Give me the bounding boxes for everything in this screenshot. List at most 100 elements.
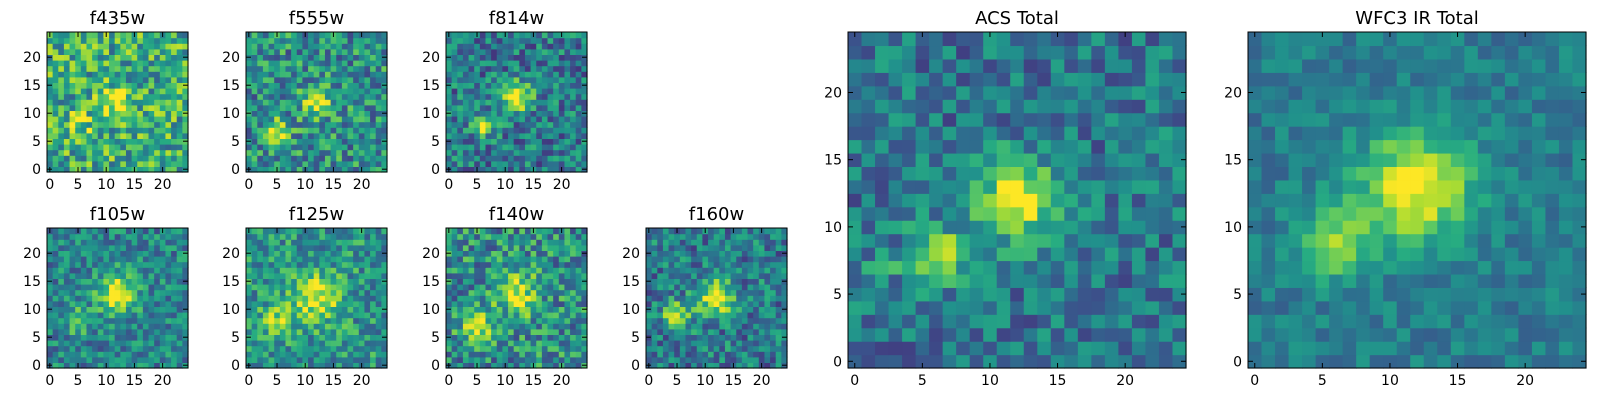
heatmap-cell <box>330 43 337 50</box>
heatmap-cell <box>724 312 732 319</box>
heatmap-cell <box>182 244 189 251</box>
heatmap-cell <box>558 278 566 285</box>
heatmap-cell <box>75 65 82 72</box>
heatmap-cell <box>330 138 337 145</box>
heatmap-cell <box>708 334 715 341</box>
heatmap-cell <box>553 160 560 167</box>
heatmap-cell <box>513 32 520 39</box>
heatmap-cell <box>75 250 82 257</box>
x-tick-label: 15 <box>325 177 343 193</box>
heatmap-cell <box>553 289 560 296</box>
heatmap-cell <box>547 71 554 78</box>
heatmap-cell <box>274 104 281 111</box>
heatmap-cell <box>541 76 549 83</box>
heatmap-cell <box>285 239 292 246</box>
heatmap-cell <box>109 88 116 95</box>
heatmap-cell <box>370 48 377 55</box>
heatmap-cell <box>888 341 903 356</box>
heatmap-cell <box>564 48 571 55</box>
heatmap-cell <box>302 250 309 257</box>
heatmap-cell <box>730 340 737 347</box>
heatmap-cell <box>182 267 189 274</box>
heatmap-cell <box>770 244 777 251</box>
heatmap-cell <box>983 179 998 194</box>
heatmap-cell <box>736 351 743 358</box>
heatmap-cell <box>182 295 189 302</box>
heatmap-cell <box>80 312 88 319</box>
heatmap-cell <box>137 256 144 263</box>
heatmap-cell <box>1023 220 1038 235</box>
heatmap-cell <box>347 233 354 240</box>
heatmap-cell <box>330 323 337 330</box>
heatmap-cell <box>381 295 388 302</box>
heatmap-cell <box>646 256 653 263</box>
heatmap-cell <box>165 312 172 319</box>
heatmap-cell <box>508 82 515 89</box>
heatmap-cell <box>451 71 458 78</box>
heatmap-cell <box>86 138 93 145</box>
heatmap-cell <box>47 267 54 274</box>
heatmap-cell <box>75 345 82 352</box>
heatmap-cell <box>336 132 343 139</box>
heatmap-cell <box>1118 341 1133 356</box>
heatmap-cell <box>114 228 121 235</box>
heatmap-cell <box>713 284 720 291</box>
heatmap-cell <box>171 48 178 55</box>
heatmap-cell <box>114 356 121 363</box>
heatmap-cell <box>564 328 571 335</box>
heatmap-cell <box>176 43 183 50</box>
heatmap-cell <box>564 160 571 167</box>
heatmap-cell <box>358 88 366 95</box>
heatmap-cell <box>137 65 144 72</box>
heatmap-cell <box>553 278 560 285</box>
heatmap-cell <box>942 220 957 235</box>
heatmap-cell <box>679 306 687 313</box>
heatmap-cell <box>330 76 337 83</box>
heatmap-cell <box>381 261 388 268</box>
heatmap-cell <box>530 104 537 111</box>
heatmap-cell <box>530 37 537 44</box>
heatmap-cell <box>313 323 320 330</box>
heatmap-cell <box>524 362 532 369</box>
heatmap-cell <box>274 65 281 72</box>
heatmap-cell <box>182 323 189 330</box>
heatmap-cell <box>530 48 537 55</box>
heatmap-cell <box>313 289 320 296</box>
heatmap-cell <box>530 144 537 151</box>
heatmap-cell <box>257 317 264 324</box>
heatmap-cell <box>530 334 537 341</box>
heatmap-cell <box>341 155 349 162</box>
heatmap-cell <box>730 356 737 363</box>
heatmap-cell <box>251 323 258 330</box>
heatmap-cell <box>63 88 71 95</box>
heatmap-cell <box>58 149 65 156</box>
heatmap-cell <box>347 340 354 347</box>
x-tick-label: 20 <box>154 177 172 193</box>
heatmap-cell <box>137 272 144 279</box>
heatmap-cell <box>285 93 292 100</box>
heatmap-cell <box>176 54 183 61</box>
heatmap-cell <box>154 138 161 145</box>
heatmap-cell <box>92 54 99 61</box>
heatmap-cell <box>370 356 377 363</box>
heatmap-cell <box>142 317 150 324</box>
heatmap-cell <box>775 356 782 363</box>
heatmap-cell <box>370 65 377 72</box>
heatmap-cell <box>308 351 315 358</box>
heatmap-cell <box>553 362 560 369</box>
heatmap-cell <box>159 37 167 44</box>
heatmap-cell <box>685 312 692 319</box>
heatmap-cell <box>347 99 354 106</box>
heatmap-cell <box>131 99 138 106</box>
heatmap-cell <box>651 267 658 274</box>
heatmap-cell <box>575 121 582 128</box>
heatmap-cell <box>1104 179 1119 194</box>
heatmap-cell <box>114 76 121 83</box>
y-tick-label: 20 <box>222 50 240 66</box>
heatmap-cell <box>109 351 116 358</box>
heatmap-cell <box>251 261 258 268</box>
heatmap-cell <box>462 323 470 330</box>
heatmap-cell <box>446 356 453 363</box>
heatmap-cell <box>358 116 366 123</box>
heatmap-cell <box>513 88 520 95</box>
